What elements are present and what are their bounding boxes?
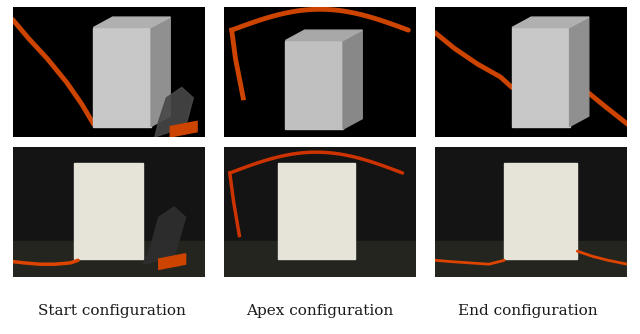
Bar — [512, 27, 570, 127]
Polygon shape — [155, 88, 193, 137]
Bar — [278, 163, 355, 259]
Polygon shape — [343, 30, 362, 129]
Bar — [74, 163, 143, 259]
Bar — [285, 40, 343, 129]
Polygon shape — [13, 241, 205, 277]
Polygon shape — [159, 254, 186, 270]
Polygon shape — [151, 17, 170, 127]
Bar — [504, 163, 577, 259]
Text: End configuration: End configuration — [458, 304, 598, 318]
Polygon shape — [570, 17, 589, 127]
Polygon shape — [512, 17, 589, 27]
Polygon shape — [435, 241, 627, 277]
Bar — [93, 27, 151, 127]
Polygon shape — [224, 241, 416, 277]
Text: Start configuration: Start configuration — [38, 304, 186, 318]
Text: Apex configuration: Apex configuration — [246, 304, 394, 318]
Polygon shape — [285, 30, 362, 40]
Polygon shape — [93, 17, 170, 27]
Polygon shape — [170, 121, 197, 137]
Polygon shape — [143, 207, 186, 264]
